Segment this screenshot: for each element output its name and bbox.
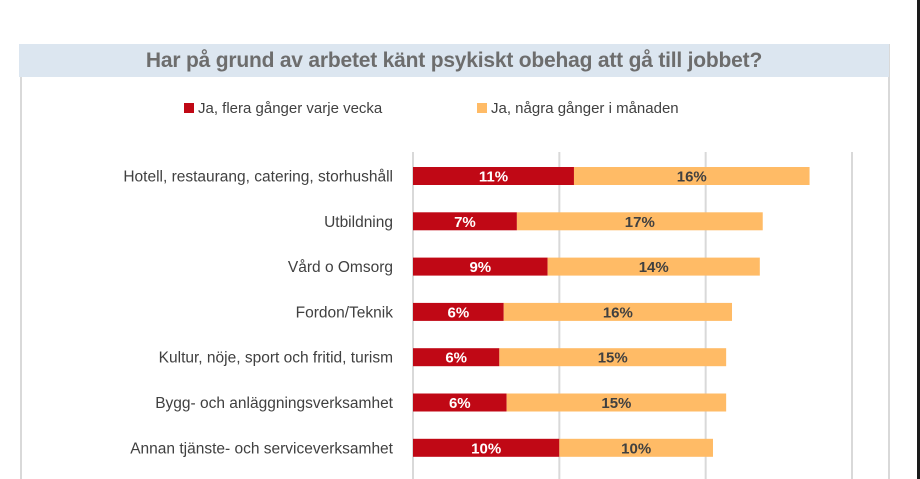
chart-border-right: [888, 44, 890, 479]
data-label-monthly: 16%: [603, 304, 633, 321]
data-label-weekly: 7%: [454, 214, 476, 231]
bar-segment-weekly: [413, 302, 504, 321]
data-label-weekly: 9%: [469, 259, 491, 276]
chart-title-band: Har på grund av arbetet känt psykiskt ob…: [19, 44, 889, 77]
category-label: Annan tjänste- och serviceverksamhet: [130, 440, 393, 457]
category-label: Utbildning: [324, 214, 393, 231]
legend-item-weekly: Ja, flera gånger varje vecka: [184, 98, 382, 118]
chart-border-left: [20, 77, 22, 479]
legend-item-monthly: Ja, några gånger i månaden: [477, 98, 679, 118]
bar-segment-monthly: [503, 302, 733, 321]
data-label-weekly: 6%: [445, 350, 467, 367]
window-edge: [917, 0, 920, 479]
category-label: Fordon/Teknik: [296, 304, 394, 321]
category-label: Vård o Omsorg: [288, 259, 393, 276]
legend-swatch-monthly: [477, 103, 487, 113]
bar-segment-weekly: [413, 167, 574, 185]
data-label-monthly: 10%: [621, 440, 651, 457]
bar-segment-monthly: [499, 348, 727, 367]
data-label-monthly: 14%: [639, 259, 669, 276]
data-label-monthly: 15%: [601, 395, 631, 412]
bar-segment-weekly: [413, 438, 560, 457]
legend-label-weekly: Ja, flera gånger varje vecka: [198, 99, 383, 117]
bar-segment-monthly: [547, 257, 760, 276]
bar-segment-monthly: [506, 393, 727, 412]
bar-segment-weekly: [413, 348, 500, 367]
data-label-monthly: 16%: [677, 169, 707, 186]
category-label: Bygg- och anläggningsverksamhet: [155, 395, 393, 412]
bar-segment-monthly: [573, 167, 810, 185]
data-label-weekly: 11%: [479, 169, 508, 186]
legend-label-monthly: Ja, några gånger i månaden: [491, 99, 679, 117]
bar-segment-monthly: [559, 438, 713, 457]
category-label: Kultur, nöje, sport och fritid, turism: [159, 350, 393, 367]
bar-segment-weekly: [413, 393, 507, 412]
data-label-monthly: 15%: [598, 350, 628, 367]
legend-swatch-weekly: [184, 103, 194, 113]
bar-segment-weekly: [413, 212, 517, 231]
bar-segment-weekly: [413, 257, 548, 276]
data-label-weekly: 10%: [471, 440, 501, 457]
bar-segment-monthly: [516, 212, 763, 231]
data-label-monthly: 17%: [625, 214, 655, 231]
chart-title: Har på grund av arbetet känt psykiskt ob…: [145, 48, 763, 72]
category-label: Hotell, restaurang, catering, storhushål…: [123, 169, 393, 186]
data-label-weekly: 6%: [449, 395, 471, 412]
data-label-weekly: 6%: [448, 304, 470, 321]
